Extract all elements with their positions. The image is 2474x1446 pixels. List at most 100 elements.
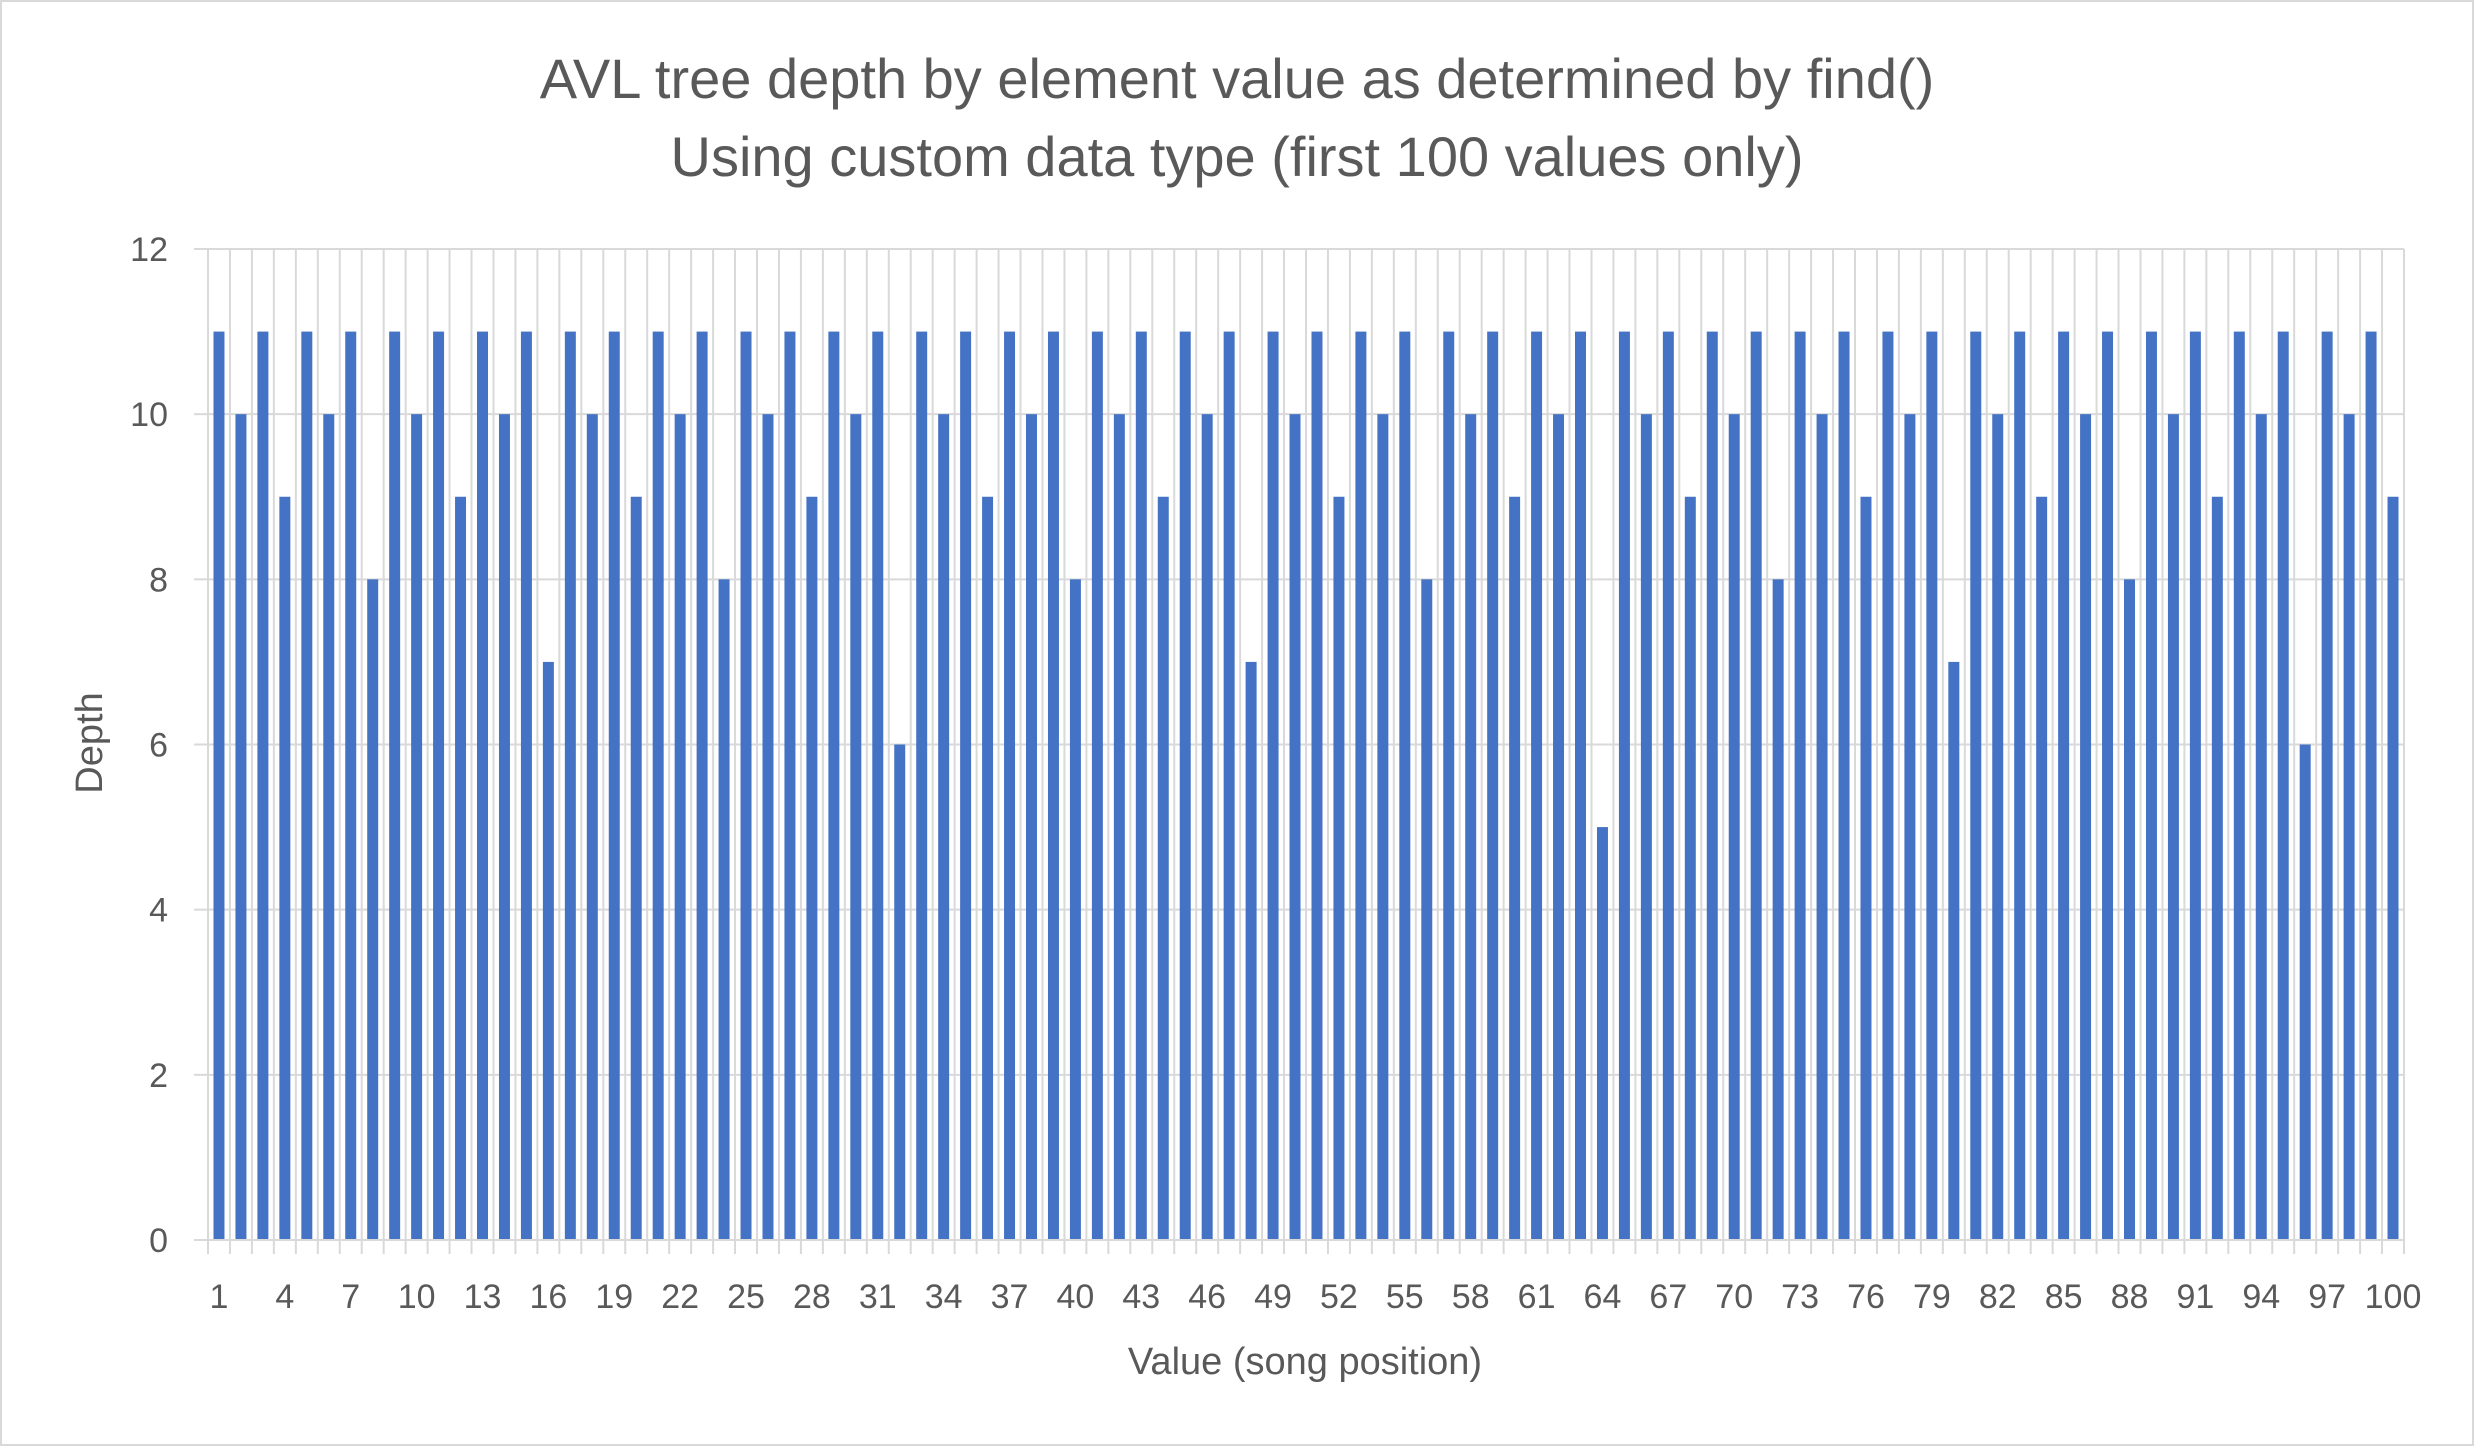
bar [1487, 331, 1499, 1240]
bar [345, 331, 357, 1240]
bar [2014, 331, 2026, 1240]
bar [1860, 496, 1872, 1240]
y-axis-title: Depth [69, 692, 111, 793]
bar [762, 414, 774, 1241]
x-tick-label: 37 [991, 1278, 1029, 1316]
x-tick-label: 52 [1320, 1278, 1358, 1316]
bar [520, 331, 532, 1240]
bar [2145, 331, 2157, 1240]
bar [213, 331, 225, 1240]
x-tick-label: 1 [210, 1278, 229, 1316]
y-tick-label: 8 [149, 561, 168, 599]
x-tick-label: 4 [275, 1278, 294, 1316]
bar [872, 331, 884, 1240]
chart-title-block: AVL tree depth by element value as deter… [0, 40, 2474, 196]
bar [301, 331, 313, 1240]
bar [1355, 331, 1367, 1240]
bar [1596, 827, 1608, 1240]
bar [2080, 414, 2092, 1241]
bar [1882, 331, 1894, 1240]
bar [1047, 331, 1059, 1240]
x-tick-label: 46 [1188, 1278, 1226, 1316]
bar [894, 744, 906, 1240]
bar [1684, 496, 1696, 1240]
bar [740, 331, 752, 1240]
bar [696, 331, 708, 1240]
x-tick-label: 49 [1254, 1278, 1292, 1316]
bar [1816, 414, 1828, 1241]
x-tick-labels: 1 4 7 10 13 16 19 22 25 28 31 34 37 40 43 46 49 52 55 58 61 6… [210, 1278, 2422, 1316]
bar [674, 414, 686, 1241]
x-tick-label: 76 [1847, 1278, 1885, 1316]
x-tick-label: 40 [1057, 1278, 1095, 1316]
bar [2211, 496, 2223, 1240]
bar [2124, 579, 2135, 1240]
y-tick-label: 12 [130, 231, 168, 269]
bar [564, 331, 576, 1240]
bar [2387, 496, 2399, 1240]
axes [194, 248, 2405, 1254]
bar [850, 414, 862, 1241]
bar [2321, 331, 2333, 1240]
bar [1201, 414, 1213, 1241]
bar [1728, 414, 1740, 1241]
bar [2277, 331, 2289, 1240]
bar [1421, 579, 1433, 1240]
bar [2167, 414, 2179, 1241]
x-tick-label: 88 [2111, 1278, 2149, 1316]
bar [1618, 331, 1630, 1240]
bar [1662, 331, 1674, 1240]
bar [1377, 414, 1389, 1241]
bar [1179, 331, 1191, 1240]
bar [542, 661, 554, 1240]
y-tick-label: 2 [149, 1057, 168, 1095]
bar [1004, 331, 1016, 1240]
bar [1750, 331, 1762, 1240]
chart-subtitle: Using custom data type (first 100 values… [670, 125, 1804, 188]
bar [1026, 414, 1037, 1241]
bar [1772, 579, 1784, 1240]
x-tick-label: 79 [1913, 1278, 1951, 1316]
bar [1289, 414, 1301, 1241]
bar [1443, 331, 1455, 1240]
bar [1640, 414, 1652, 1241]
bar [608, 331, 620, 1240]
x-tick-label: 19 [595, 1278, 633, 1316]
y-tick-label: 4 [149, 892, 168, 930]
bar [1267, 331, 1279, 1240]
bar [257, 331, 269, 1240]
bar [1465, 414, 1477, 1241]
bar [1113, 414, 1125, 1241]
bar [1245, 661, 1257, 1240]
x-tick-label: 22 [661, 1278, 699, 1316]
x-tick-label: 100 [2365, 1278, 2422, 1316]
bar [828, 331, 840, 1240]
bar [1575, 331, 1586, 1240]
bar [1904, 414, 1916, 1241]
bar [1509, 496, 1521, 1240]
y-tick-label: 6 [149, 727, 168, 765]
x-tick-label: 31 [859, 1278, 897, 1316]
bar [630, 496, 642, 1240]
bar [2255, 414, 2267, 1241]
bar [1135, 331, 1147, 1240]
bar [1553, 414, 1565, 1241]
x-tick-label: 61 [1518, 1278, 1556, 1316]
bar [1223, 331, 1235, 1240]
bar [1157, 496, 1169, 1240]
bar [433, 331, 445, 1240]
x-tick-label: 70 [1715, 1278, 1753, 1316]
x-tick-label: 64 [1584, 1278, 1622, 1316]
bar [586, 414, 598, 1241]
x-tick-label: 85 [2045, 1278, 2083, 1316]
chart-title: AVL tree depth by element value as deter… [539, 47, 1935, 110]
bar [2102, 331, 2114, 1240]
bar [1926, 331, 1938, 1240]
x-tick-label: 91 [2176, 1278, 2214, 1316]
x-tick-label: 94 [2242, 1278, 2280, 1316]
bar [652, 331, 664, 1240]
x-tick-label: 7 [341, 1278, 360, 1316]
bars [213, 331, 2399, 1241]
x-tick-label: 82 [1979, 1278, 2017, 1316]
